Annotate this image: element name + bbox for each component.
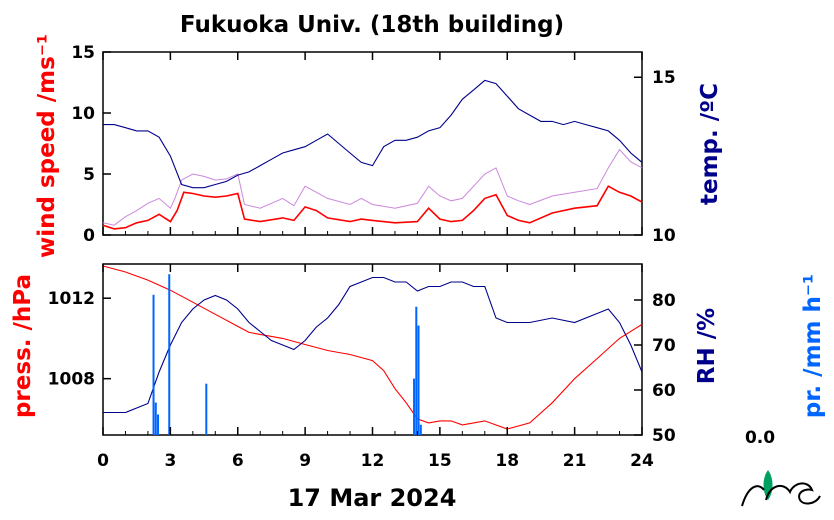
precip-bar (419, 424, 422, 435)
y-left-tick-label: 1012 (48, 289, 95, 309)
top-series-group (102, 79, 643, 230)
y-right-tick-label: 15 (652, 68, 676, 88)
precip-bar (413, 378, 416, 435)
pressure-axis-label: press. /hPa (10, 274, 36, 418)
y-left-tick-label: 1008 (48, 370, 95, 390)
y-right-tick-label: 50 (652, 426, 676, 446)
pressure-humidity-panel: 1008 1012 50 60 70 80 press. /hPa RH /% pr. /… (10, 263, 826, 448)
wind-speed-axis-label: wind speed /ms⁻¹ (34, 34, 60, 258)
logo-swoosh-icon (741, 482, 821, 507)
bottom-axes-group: 1008 1012 50 60 70 80 (48, 264, 676, 446)
precip-bar (415, 306, 418, 435)
wind-temperature-panel: 0 5 10 15 10 15 wind speed /ms⁻¹ temp. /ºC (34, 34, 723, 258)
y-left-tick-label: 0 (83, 226, 95, 246)
precip-axis-label: pr. /mm h⁻¹ (800, 274, 826, 418)
x-tick-label: 6 (232, 451, 244, 471)
x-tick-label: 0 (97, 451, 109, 471)
x-tick-label: 24 (630, 451, 654, 471)
date-label: 17 Mar 2024 (288, 484, 457, 512)
x-tick-label: 18 (495, 451, 519, 471)
x-tick-labels: 0 3 6 9 12 15 18 21 24 (97, 451, 654, 471)
temperature-line (103, 79, 643, 189)
precip-bar (157, 414, 160, 435)
y-right-tick-label: 10 (652, 226, 676, 246)
x-tick-label: 12 (361, 451, 385, 471)
precip-bar (168, 274, 171, 435)
top-axes-group: 0 5 10 15 10 15 (71, 43, 676, 246)
bottom-series-group (102, 265, 643, 435)
chart-title: Fukuoka Univ. (18th building) (180, 12, 564, 38)
top-plot-frame (102, 51, 643, 236)
y-right-tick-label: 80 (652, 291, 676, 311)
pressure-line (102, 265, 643, 430)
y-left-tick-label: 10 (71, 104, 95, 124)
y-left-tick-label: 5 (83, 165, 95, 185)
precip-bar (205, 383, 208, 435)
precip-max-label: 0.0 (745, 428, 775, 448)
y-right-tick-label: 70 (652, 336, 676, 356)
x-tick-label: 15 (428, 451, 452, 471)
precip-bar (154, 402, 157, 435)
y-right-tick-label: 60 (652, 381, 676, 401)
nes-logo (741, 470, 821, 507)
bottom-plot-frame (102, 263, 643, 436)
humidity-axis-label: RH /% (694, 308, 720, 384)
temperature-axis-label: temp. /ºC (697, 83, 723, 205)
logo-leaf-icon (763, 470, 773, 500)
precip-bar (152, 294, 155, 435)
humidity-line (103, 276, 643, 414)
gust-line (102, 148, 643, 226)
mean-line (102, 185, 643, 230)
y-left-tick-label: 15 (71, 43, 95, 63)
x-tick-label: 21 (563, 451, 587, 471)
x-tick-label: 9 (299, 451, 311, 471)
precip-bar (417, 325, 420, 435)
x-tick-label: 3 (164, 451, 176, 471)
